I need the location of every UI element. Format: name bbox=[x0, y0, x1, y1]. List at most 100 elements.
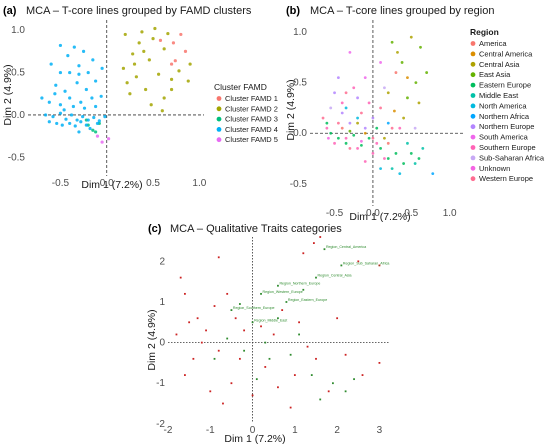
data-point bbox=[360, 139, 363, 143]
category-label: Region_Eastern_Europe bbox=[288, 298, 327, 302]
y-tick-label: 1.0 bbox=[293, 27, 307, 38]
panel-b-plot: -0.5 0.0 0.5 1.0 -0.5 0.0 0.5 1.0 bbox=[290, 20, 465, 219]
legend-key bbox=[470, 165, 476, 171]
legend-item-label: Cluster FAMD 5 bbox=[225, 135, 278, 144]
data-point bbox=[106, 137, 111, 141]
x-tick-label: 2 bbox=[334, 425, 340, 436]
data-point bbox=[336, 121, 340, 125]
data-point bbox=[73, 124, 77, 128]
legend-key bbox=[216, 116, 222, 122]
data-point bbox=[356, 116, 359, 120]
category-label: Region_Middle_East bbox=[254, 318, 287, 322]
panel-a-legend-title: Cluster FAMD bbox=[214, 82, 267, 92]
data-point bbox=[398, 172, 402, 176]
data-point bbox=[205, 329, 207, 332]
data-point bbox=[63, 89, 67, 93]
x-tick-label: -0.5 bbox=[326, 208, 344, 219]
data-point bbox=[49, 62, 53, 66]
category-label: Region_Southern_Europe bbox=[233, 306, 275, 310]
data-point bbox=[68, 121, 72, 126]
legend-item-label: Middle East bbox=[479, 91, 519, 100]
panel-c-plot: -2 -1 0 1 2 3 -2 -1 0 1 2 Region_Central_America Reg… bbox=[156, 236, 390, 436]
category-label: Region_Northern_Europe bbox=[279, 282, 320, 286]
legend-item-label: South America bbox=[479, 133, 529, 142]
legend-item-label: Northern Europe bbox=[479, 122, 534, 131]
data-point bbox=[409, 152, 413, 155]
data-point bbox=[394, 71, 398, 74]
y-tick-label: -0.5 bbox=[8, 152, 26, 163]
data-point bbox=[332, 382, 334, 385]
y-tick-label: 0.5 bbox=[293, 78, 307, 89]
data-point bbox=[188, 321, 191, 324]
data-point bbox=[128, 92, 132, 96]
data-point bbox=[325, 126, 329, 130]
data-point bbox=[394, 152, 398, 155]
data-point bbox=[147, 58, 151, 62]
legend-item-label: Eastern Europe bbox=[479, 81, 531, 90]
x-tick-label: -0.5 bbox=[52, 178, 70, 189]
data-point bbox=[58, 70, 63, 75]
data-point bbox=[100, 66, 104, 70]
data-point bbox=[375, 126, 379, 130]
data-point bbox=[166, 31, 170, 36]
data-point bbox=[171, 41, 176, 45]
panel-c-ylabel: Dim 2 (4.9%) bbox=[146, 309, 158, 370]
data-point bbox=[431, 172, 435, 176]
data-point bbox=[226, 292, 229, 295]
data-point bbox=[173, 59, 177, 63]
legend-key bbox=[470, 155, 476, 161]
x-tick-label: 1 bbox=[292, 425, 298, 436]
data-point bbox=[184, 292, 186, 295]
data-point bbox=[417, 157, 421, 160]
data-point bbox=[357, 260, 360, 263]
data-point bbox=[169, 87, 174, 92]
panel-a: (a) MCA – T-core lines grouped by FAMD c… bbox=[2, 5, 278, 191]
data-point bbox=[348, 121, 352, 125]
data-point bbox=[402, 162, 406, 165]
data-point bbox=[386, 121, 390, 125]
panel-b-legend-title: Region bbox=[470, 27, 499, 37]
panel-c-label: (c) bbox=[148, 223, 162, 235]
data-point bbox=[82, 106, 87, 110]
data-point bbox=[298, 321, 300, 324]
data-point bbox=[51, 115, 55, 119]
data-point bbox=[238, 303, 241, 305]
legend-item-label: America bbox=[479, 39, 507, 48]
data-point bbox=[367, 101, 371, 105]
data-point bbox=[255, 378, 258, 381]
data-point bbox=[306, 345, 309, 348]
data-point bbox=[333, 141, 336, 145]
data-point bbox=[158, 38, 163, 42]
data-point bbox=[77, 130, 81, 134]
data-point bbox=[367, 136, 371, 140]
category-label: Region_Central_America bbox=[326, 245, 366, 249]
data-point bbox=[344, 353, 347, 356]
data-point bbox=[100, 140, 104, 144]
data-point bbox=[47, 120, 51, 124]
data-point bbox=[352, 86, 356, 90]
data-point bbox=[277, 317, 279, 320]
data-point bbox=[348, 50, 352, 54]
y-tick-label: 0 bbox=[159, 338, 165, 349]
legend-item-label: North America bbox=[479, 101, 527, 110]
data-point bbox=[62, 108, 66, 112]
data-point bbox=[260, 325, 262, 328]
data-point bbox=[55, 121, 59, 126]
panel-c-title: MCA – Qualitative Traits categories bbox=[170, 223, 342, 235]
data-point bbox=[344, 136, 348, 140]
x-tick-label: 0 bbox=[250, 425, 256, 436]
data-point bbox=[393, 109, 396, 113]
data-point bbox=[132, 62, 137, 66]
legend-item-label: Southern Europe bbox=[479, 143, 536, 152]
data-point bbox=[421, 146, 425, 150]
data-point bbox=[230, 382, 233, 385]
data-point bbox=[175, 333, 178, 336]
data-point bbox=[84, 123, 88, 127]
data-point bbox=[281, 309, 284, 312]
legend-key bbox=[470, 93, 476, 98]
data-point bbox=[386, 157, 390, 160]
legend-item-label: Central Asia bbox=[479, 60, 520, 69]
data-point bbox=[348, 146, 352, 150]
